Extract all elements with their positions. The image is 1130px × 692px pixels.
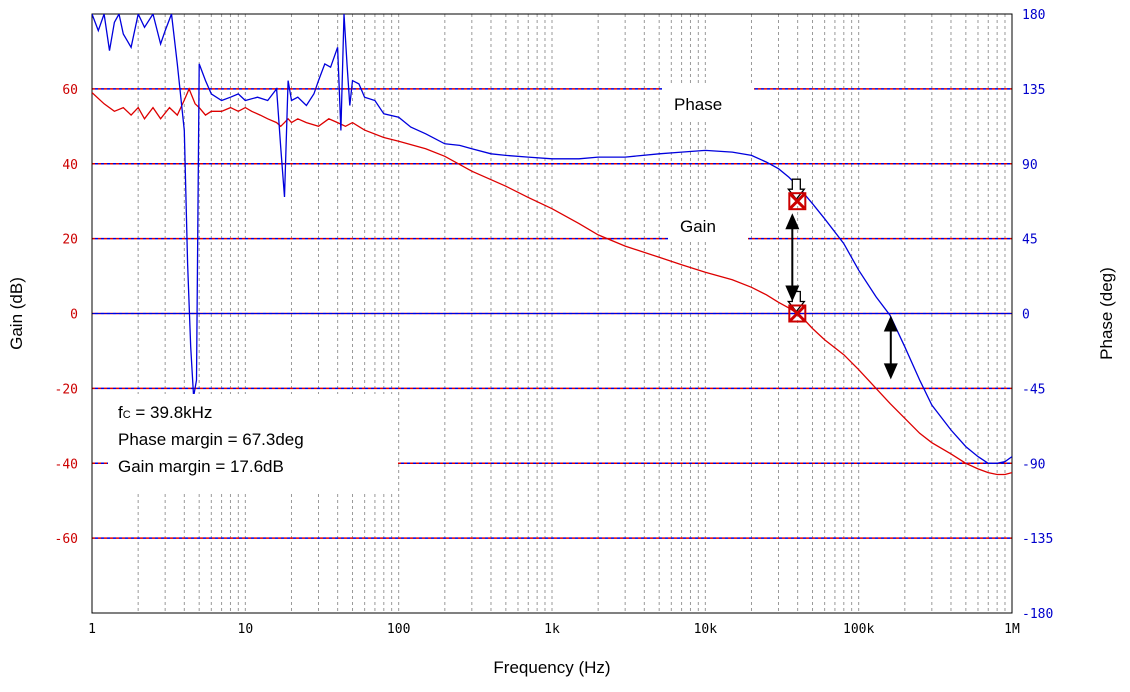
gain-margin-arrow (883, 315, 898, 380)
phase-margin-arrow-head-down (785, 285, 800, 302)
y-tick-label: -40 (55, 457, 78, 472)
x-tick-label: 100 (387, 622, 410, 637)
plot-frame (91, 13, 1013, 614)
gain-curve-label: Gain (680, 217, 716, 236)
series (92, 14, 1012, 476)
y2-tick-label: 45 (1022, 233, 1038, 248)
y2-tick-label: 180 (1022, 8, 1045, 23)
phase-curve (92, 14, 1012, 464)
phase-margin-arrow-head-up (785, 213, 800, 230)
tick-labels: 1 10 100 1k 10k 100k 1M 60 40 20 0 -20 -40 -60 180 135 9… (55, 8, 1054, 637)
y2-tick-label: -90 (1022, 457, 1045, 472)
gain-margin-arrow-head-down (883, 363, 898, 380)
gain-marker-cross-b (789, 305, 806, 322)
gain-margin-text: Gain margin = 17.6dB (118, 457, 284, 476)
y2-tick-label: -180 (1022, 607, 1053, 622)
y2-tick-label: 0 (1022, 308, 1030, 323)
gain-marker-box (788, 304, 807, 323)
fc-value: = 39.8kHz (131, 403, 213, 422)
x-tick-label: 1M (1004, 622, 1020, 637)
phase-marker (788, 192, 807, 211)
y-tick-label: -20 (55, 382, 78, 397)
markers (785, 178, 898, 380)
info-box-background (108, 394, 398, 492)
y2-tick-label: -45 (1022, 382, 1045, 397)
y-tick-label: 20 (62, 233, 78, 248)
x-tick-label: 10 (238, 622, 254, 637)
y2-tick-label: 135 (1022, 83, 1045, 98)
gain-curve (92, 87, 1012, 476)
phase-crossover-pointer (786, 178, 806, 201)
phase-marker-box (788, 192, 807, 211)
y-tick-label: 60 (62, 83, 78, 98)
y-tick-label: -60 (55, 532, 78, 547)
x-tick-label: 10k (694, 622, 718, 637)
y2-axis-title: Phase (deg) (1097, 267, 1116, 360)
y-tick-label: 0 (70, 308, 78, 323)
gain-margin-arrow-head-up (883, 315, 898, 332)
x-axis-title: Frequency (Hz) (493, 658, 610, 677)
phase-margin-arrow (785, 213, 800, 302)
phase-curve-label: Phase (674, 95, 722, 114)
x-tick-label: 100k (843, 622, 874, 637)
gain-label-background (668, 212, 748, 242)
y2-tick-label: 90 (1022, 158, 1038, 173)
x-tick-label: 1 (88, 622, 96, 637)
x-tick-label: 1k (544, 622, 560, 637)
grid (92, 14, 1012, 613)
phase-label-background (662, 86, 754, 122)
fc-prefix: f (118, 403, 123, 422)
fc-subscript: C (123, 409, 131, 421)
crossover-frequency-text: fC = 39.8kHz (118, 403, 212, 422)
y2-tick-label: -135 (1022, 532, 1053, 547)
y-axis-title: Gain (dB) (7, 277, 26, 350)
y-tick-label: 40 (62, 158, 78, 173)
gain-marker (788, 304, 807, 323)
phase-margin-text: Phase margin = 67.3deg (118, 430, 304, 449)
phase-marker-cross-b (789, 193, 806, 210)
